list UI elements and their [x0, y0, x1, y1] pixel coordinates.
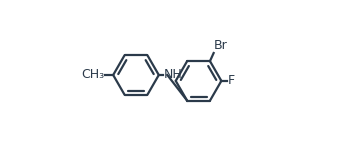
Text: Br: Br	[214, 39, 228, 52]
Text: NH: NH	[163, 69, 182, 81]
Text: CH₃: CH₃	[81, 69, 104, 81]
Text: F: F	[228, 74, 235, 87]
